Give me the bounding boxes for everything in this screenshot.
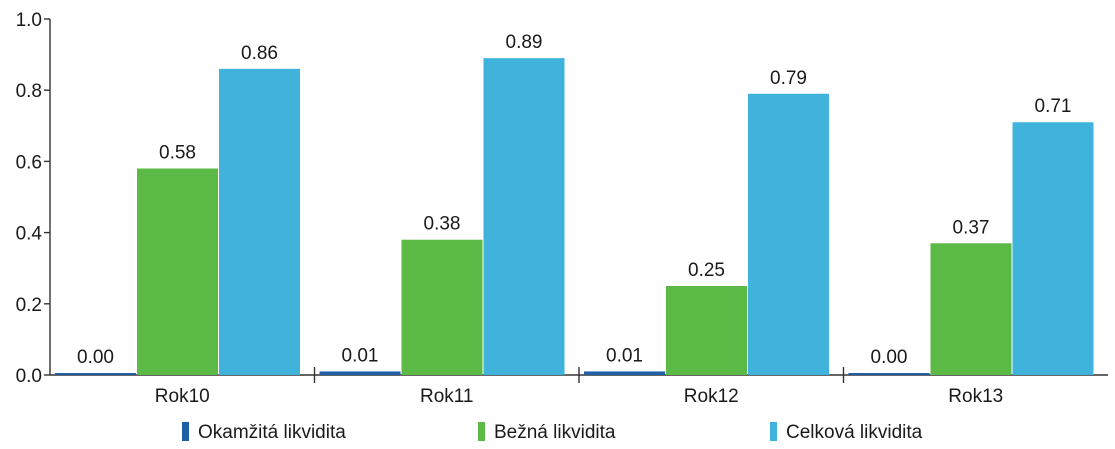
bar — [55, 373, 136, 375]
data-label: 0.86 — [241, 43, 278, 64]
data-label: 0.01 — [606, 345, 643, 366]
x-tick-label: Rok11 — [420, 386, 474, 407]
bar — [401, 239, 483, 375]
legend-swatch — [478, 422, 485, 441]
y-tick-label: 0.0 — [16, 366, 42, 387]
y-axis: 0.0 0.2 0.4 0.6 0.8 1.0 — [16, 10, 51, 387]
legend: Okamžitá likvidita Bežná likvidita Celková… — [182, 422, 923, 443]
bar — [848, 373, 930, 375]
data-label: 0.01 — [342, 345, 379, 366]
legend-swatch — [182, 422, 189, 441]
data-labels: 0.00 0.58 0.86 0.01 0.38 0.89 0.01 0.25 0.79 0.00… — [77, 32, 1071, 368]
y-tick-label: 0.8 — [16, 81, 42, 102]
bar — [219, 68, 300, 375]
legend-label: Celková likvidita — [786, 422, 923, 443]
x-axis: Rok10 Rok11 Rok12 Rok13 — [50, 367, 1108, 407]
y-tick-label: 0.2 — [16, 295, 42, 316]
y-tick-label: 1.0 — [16, 10, 42, 31]
bar — [666, 286, 747, 375]
data-label: 0.58 — [159, 143, 196, 164]
data-label: 0.71 — [1035, 96, 1072, 117]
x-tick-label: Rok12 — [684, 386, 739, 407]
bar — [930, 243, 1012, 375]
legend-swatch — [770, 422, 777, 441]
data-label: 0.25 — [688, 260, 725, 281]
bar — [137, 168, 218, 375]
y-tick-label: 0.6 — [16, 152, 42, 173]
data-label: 0.89 — [506, 32, 543, 53]
x-tick-label: Rok13 — [948, 386, 1003, 407]
x-tick-label: Rok10 — [155, 386, 210, 407]
y-tick-label: 0.4 — [16, 224, 43, 245]
data-label: 0.38 — [424, 214, 461, 235]
data-label: 0.37 — [953, 217, 990, 238]
legend-label: Bežná likvidita — [494, 422, 616, 443]
bar — [584, 371, 665, 375]
legend-label: Okamžitá likvidita — [198, 422, 346, 443]
data-label: 0.00 — [871, 347, 908, 368]
data-label: 0.79 — [770, 68, 807, 89]
bars — [55, 58, 1094, 376]
bar — [748, 93, 829, 375]
bar — [483, 58, 565, 375]
bar — [319, 371, 401, 375]
data-label: 0.00 — [77, 347, 114, 368]
bar — [1012, 122, 1094, 376]
